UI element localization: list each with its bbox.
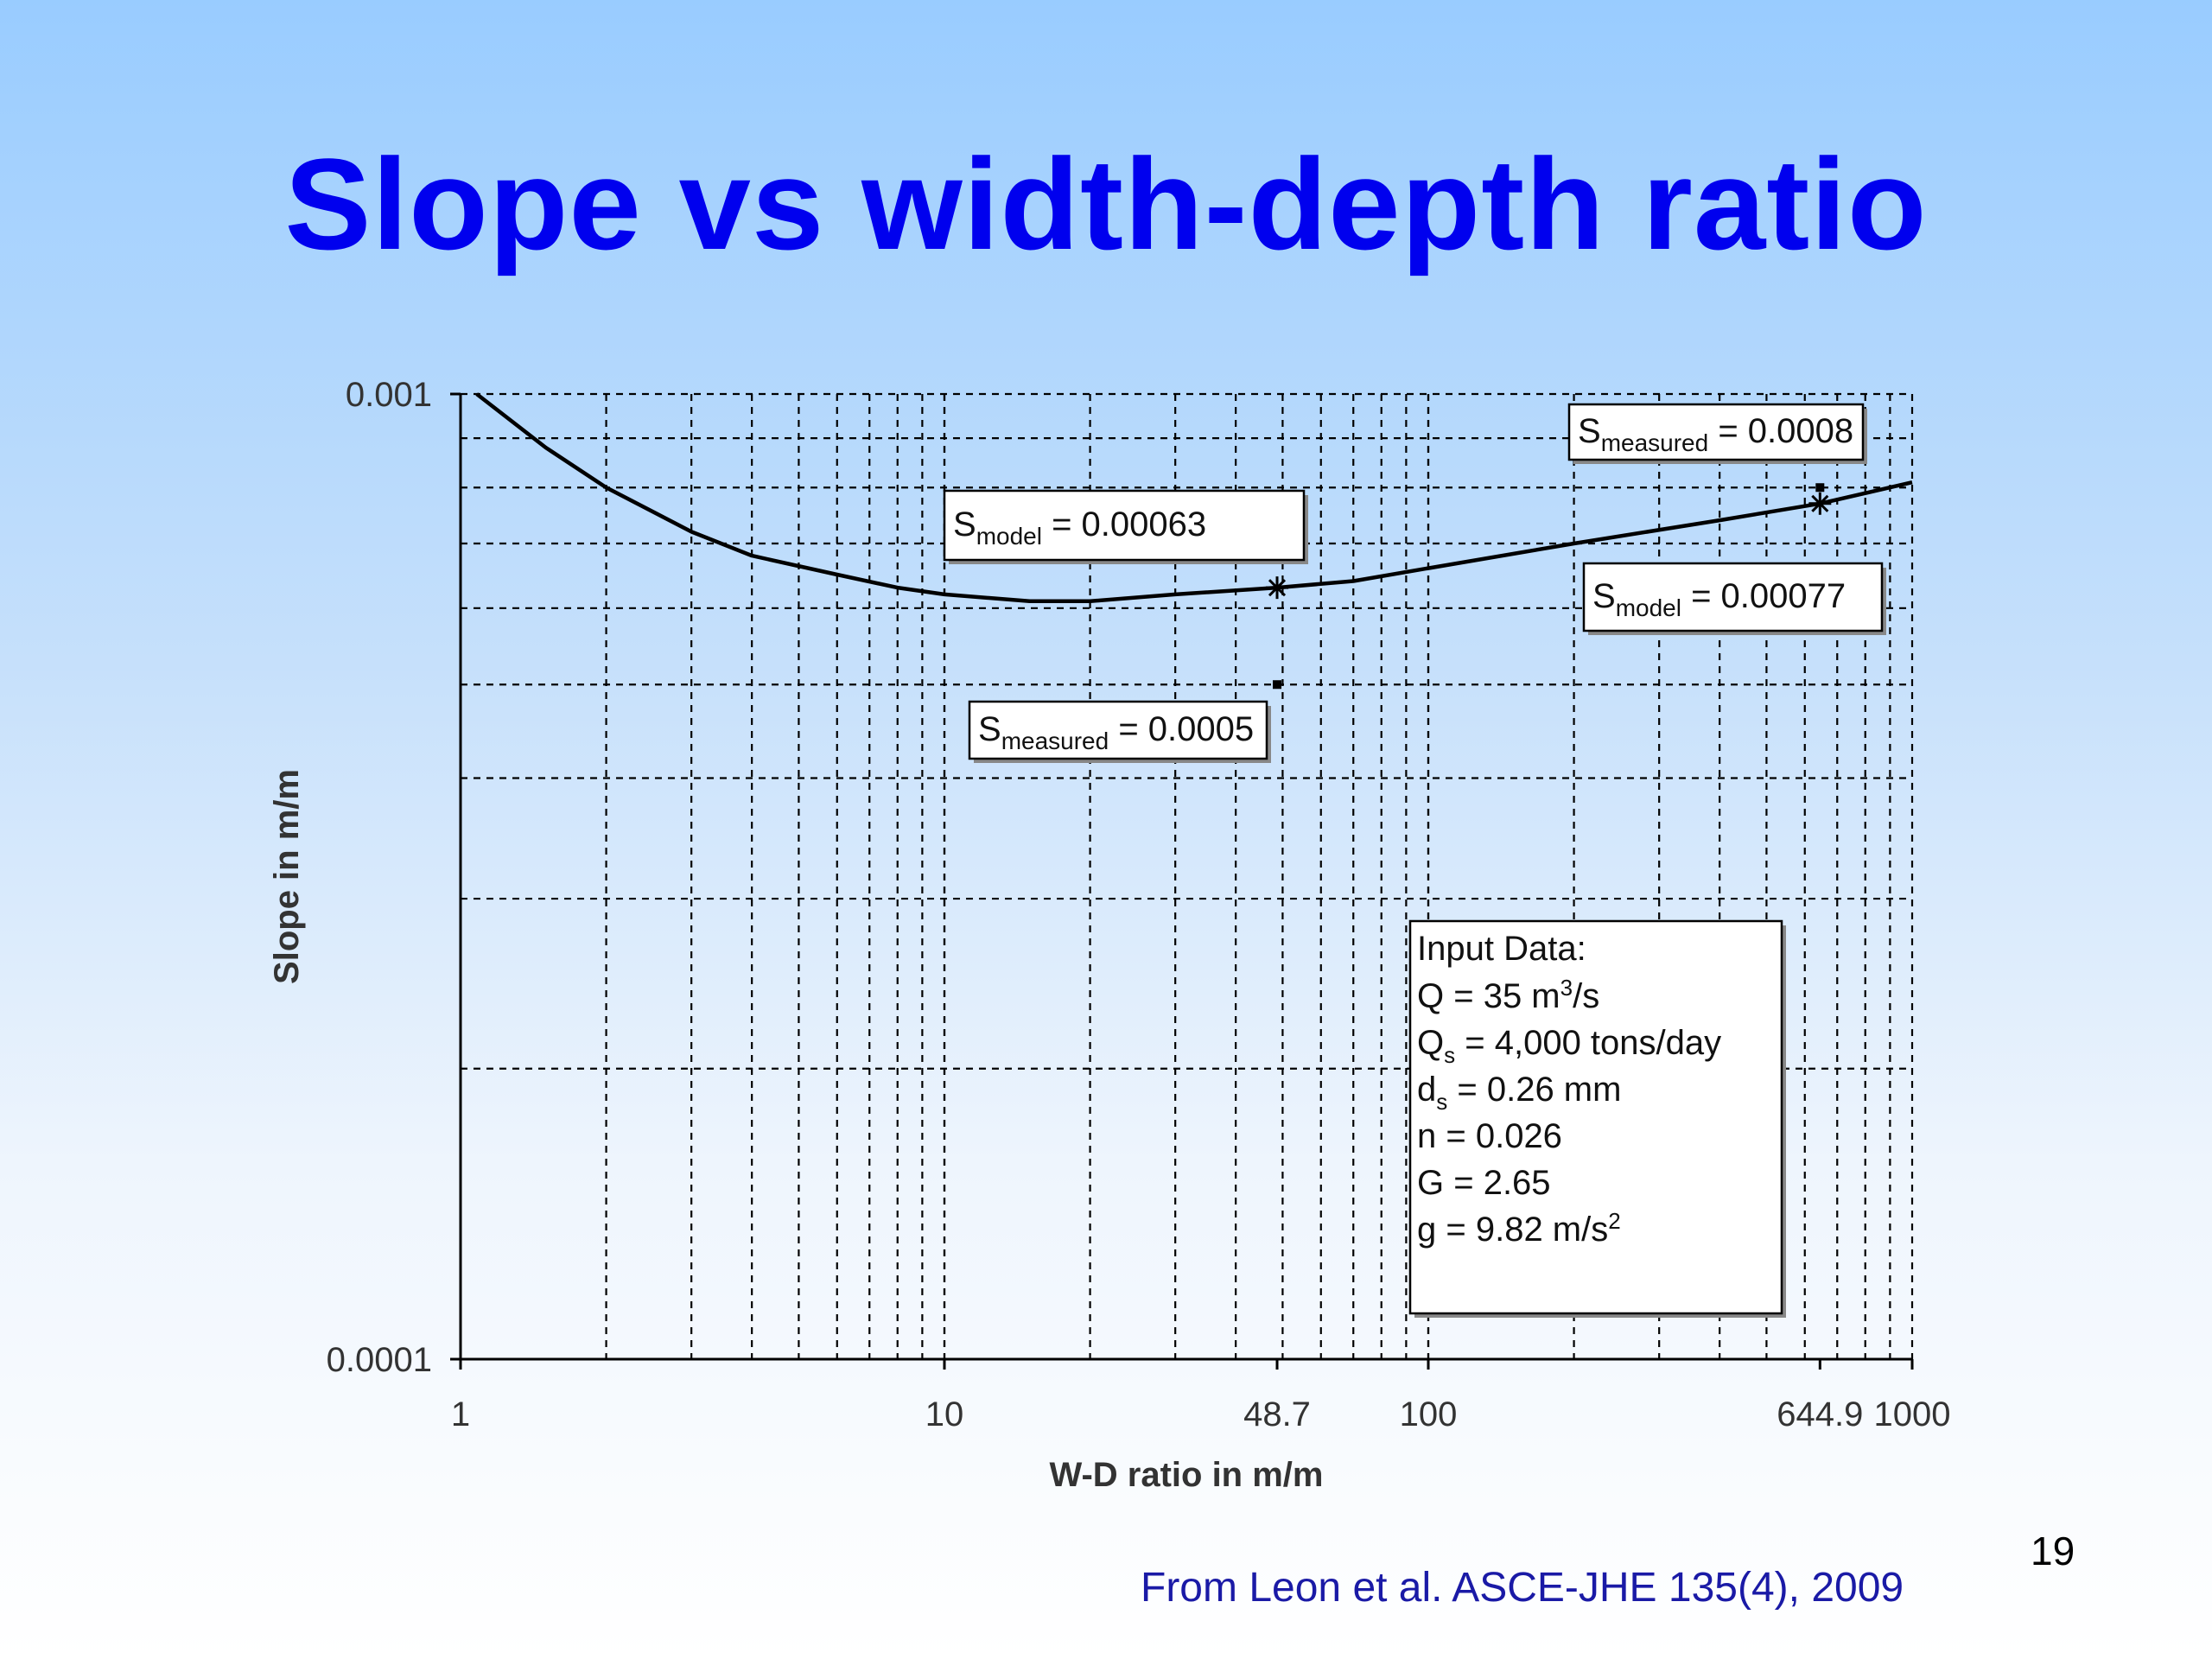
annotation-s-model-2: Smodel = 0.00077 [1582, 562, 1886, 635]
marker-stroke [1811, 494, 1829, 512]
measured-point-marker [1273, 680, 1282, 690]
y-ticks: 0.0001 0.001 [327, 376, 461, 1379]
page-number: 19 [2031, 1529, 2075, 1573]
input-data-line: ds = 0.26 mm [1417, 1071, 1621, 1115]
annotation-text: Smodel = 0.00063 [953, 505, 1206, 550]
model-point-marker [1808, 492, 1832, 515]
slide-title: Slope vs width-depth ratio [284, 131, 1928, 276]
x-ticks: 1 10 48.7 100 644.9 1000 [451, 1359, 1951, 1433]
x-tick-label: 644.9 [1777, 1395, 1863, 1433]
y-axis-label: Slope in m/m [268, 769, 306, 984]
points-layer [1266, 483, 1832, 690]
input-data-line: Qs = 4,000 tons/day [1417, 1024, 1721, 1068]
marker-stroke [1268, 579, 1287, 597]
annotation-s-model-1: Smodel = 0.00063 [943, 489, 1308, 564]
input-data-box: Input Data: Q = 35 m3/s Qs = 4,000 tons/da… [1408, 919, 1786, 1318]
annotation-box [1582, 562, 1884, 632]
y-tick-label: 0.001 [346, 376, 432, 414]
y-tick-label: 0.0001 [327, 1341, 432, 1379]
series-layer [475, 392, 1913, 604]
annotation-s-measured-1: Smeasured = 0.0005 [968, 700, 1271, 763]
x-axis-label: W-D ratio in m/m [1050, 1456, 1324, 1494]
series-line [475, 392, 1913, 604]
x-tick-label: 1000 [1874, 1395, 1951, 1433]
annotation-box [968, 700, 1268, 760]
x-tick-label: 10 [925, 1395, 964, 1433]
annotation-s-measured-2: Smeasured = 0.0008 [1567, 403, 1867, 464]
model-point-marker [1266, 576, 1289, 600]
input-data-line: G = 2.65 [1417, 1164, 1551, 1202]
citation: From Leon et al. ASCE-JHE 135(4), 2009 [1141, 1565, 1904, 1611]
input-box [1408, 919, 1783, 1315]
x-tick-label: 1 [451, 1395, 470, 1433]
input-data-heading: Input Data: [1417, 930, 1586, 968]
annotations: Smodel = 0.00063 Smeasured = 0.0005 Smeasu… [943, 403, 1886, 763]
annotation-box [943, 489, 1306, 562]
input-data-line: g = 9.82 m/s2 [1417, 1208, 1621, 1249]
x-tick-label: 48.7 [1243, 1395, 1311, 1433]
measured-point-marker [1815, 483, 1825, 493]
annotation-box [1567, 403, 1865, 461]
input-data-line: Q = 35 m3/s [1417, 975, 1599, 1015]
annotation-text: Smodel = 0.00077 [1592, 577, 1846, 621]
x-tick-label: 100 [1400, 1395, 1458, 1433]
annotation-text: Smeasured = 0.0005 [978, 710, 1254, 754]
input-data-line: n = 0.026 [1417, 1117, 1562, 1155]
annotation-text: Smeasured = 0.0008 [1578, 412, 1853, 456]
chart-axes [459, 394, 1912, 1361]
